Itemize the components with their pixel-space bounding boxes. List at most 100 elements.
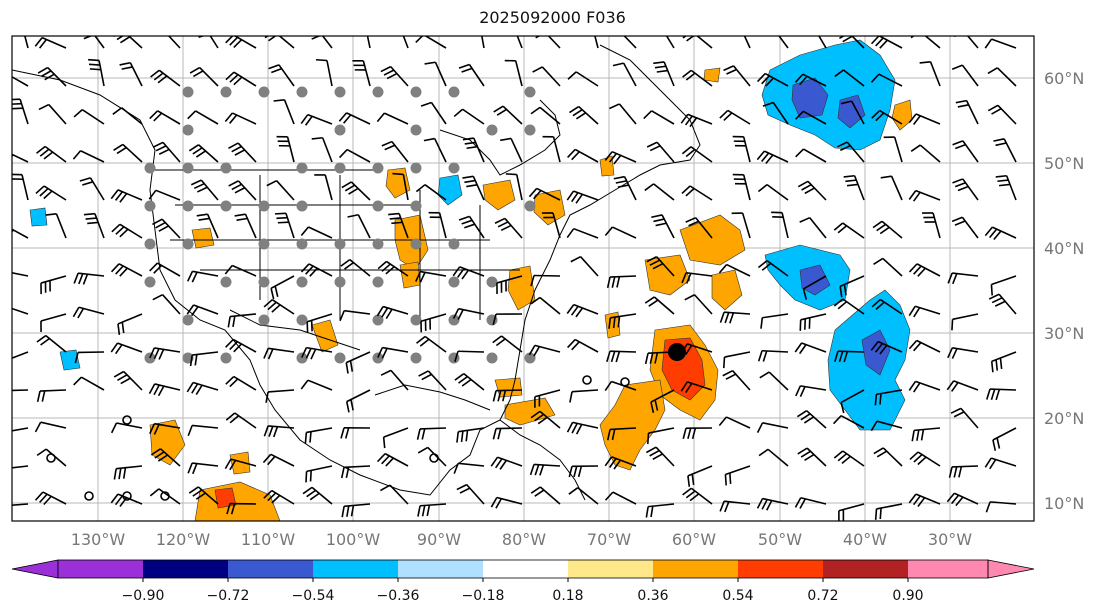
wind-barb (760, 313, 789, 329)
wind-barb (951, 313, 979, 331)
wind-barb (756, 497, 789, 511)
wind-barb (604, 150, 637, 165)
wind-barb (228, 180, 257, 201)
wind-barb (225, 71, 257, 87)
wind-barb (909, 451, 941, 467)
wind-barb (415, 270, 447, 283)
wind-barb (73, 272, 105, 285)
wind-barb (492, 389, 523, 402)
station-dot (372, 162, 384, 174)
wind-barb (995, 174, 1017, 201)
wind-barb (345, 389, 371, 413)
station-dot (296, 86, 308, 98)
wind-barb (951, 64, 979, 87)
wind-barb (833, 298, 865, 315)
wind-barb (606, 427, 637, 441)
wind-barb (276, 135, 295, 163)
wind-barb (12, 173, 29, 201)
station-dot (220, 276, 232, 288)
wind-barb (416, 427, 447, 440)
station-dot (258, 200, 270, 212)
wind-barb (305, 465, 333, 483)
wind-barb (908, 380, 941, 393)
lat-label: 50°N (1044, 154, 1084, 173)
wind-barb (423, 137, 447, 163)
colorbar-frame (57, 559, 989, 579)
wind-barb (40, 313, 67, 332)
wind-barb (186, 304, 219, 317)
wind-barb (870, 73, 903, 87)
colorbar-tick-label: −0.36 (377, 588, 420, 604)
wind-barb (718, 416, 751, 429)
station-dot (486, 276, 498, 288)
lon-label: 40°W (843, 530, 887, 549)
wind-barb (528, 187, 561, 201)
station-dot (220, 162, 232, 174)
station-dot (524, 352, 536, 364)
wind-barb (112, 107, 143, 125)
colorbar-bin (653, 560, 738, 578)
station-dot (296, 200, 308, 212)
wind-barb (113, 465, 143, 480)
station-dot (182, 200, 194, 212)
wind-barb (12, 427, 29, 432)
wind-barb (818, 36, 827, 49)
lat-label: 10°N (1044, 494, 1084, 513)
wind-barb (273, 98, 295, 125)
wind-barb (759, 371, 789, 391)
wind-barb (72, 306, 105, 319)
wind-barb (797, 180, 827, 201)
station-dot (296, 276, 308, 288)
wind-barb (187, 110, 219, 125)
wind-barb (309, 36, 333, 49)
station-dot (486, 352, 498, 364)
wind-barb (836, 141, 865, 163)
wind-barb (428, 211, 447, 239)
wind-barb (150, 448, 181, 467)
wind-barb (377, 260, 409, 277)
latitude-labels: 60°N 50°N 40°N 30°N 20°N 10°N (1044, 69, 1084, 513)
wind-barb (456, 483, 485, 505)
wind-barb (224, 112, 257, 125)
wind-barb (946, 492, 979, 507)
wind-barb (381, 140, 409, 163)
wind-barb (73, 376, 105, 391)
wind-barb (873, 447, 903, 467)
wind-barb (500, 137, 523, 163)
station-dot (448, 314, 460, 326)
wind-barb (566, 421, 599, 435)
lon-label: 100°W (326, 530, 381, 549)
wind-barb (481, 36, 485, 49)
wind-barb (568, 487, 599, 505)
wind-barb (984, 226, 1017, 241)
wind-barb (567, 338, 599, 353)
wind-barb (265, 389, 295, 403)
colorbar-tick-label: 0.36 (637, 588, 668, 604)
wind-barb (225, 36, 257, 49)
station-dot (524, 86, 536, 98)
wind-barb (186, 270, 219, 283)
wind-barb (189, 66, 219, 87)
wind-barb (188, 486, 219, 505)
wind-barb (870, 420, 903, 432)
station-dot (486, 124, 498, 136)
wind-barb (794, 73, 827, 87)
wind-barb (266, 179, 295, 201)
station-dot (372, 86, 384, 98)
wind-barb (985, 501, 1017, 513)
wind-barb (908, 339, 941, 353)
wind-barb (301, 346, 333, 360)
station-dot (296, 162, 308, 174)
wind-barb (12, 75, 29, 87)
wind-barb (340, 465, 371, 479)
lon-label: 130°W (71, 530, 126, 549)
storm-center-marker (668, 343, 686, 361)
lon-label: 50°W (758, 530, 802, 549)
station-dot (448, 276, 460, 288)
wind-barb (687, 465, 713, 487)
colorbar-bin (58, 560, 143, 578)
station-dot (258, 314, 270, 326)
wind-barb (797, 447, 827, 467)
wind-barb (352, 60, 371, 87)
wind-barb (392, 172, 409, 201)
